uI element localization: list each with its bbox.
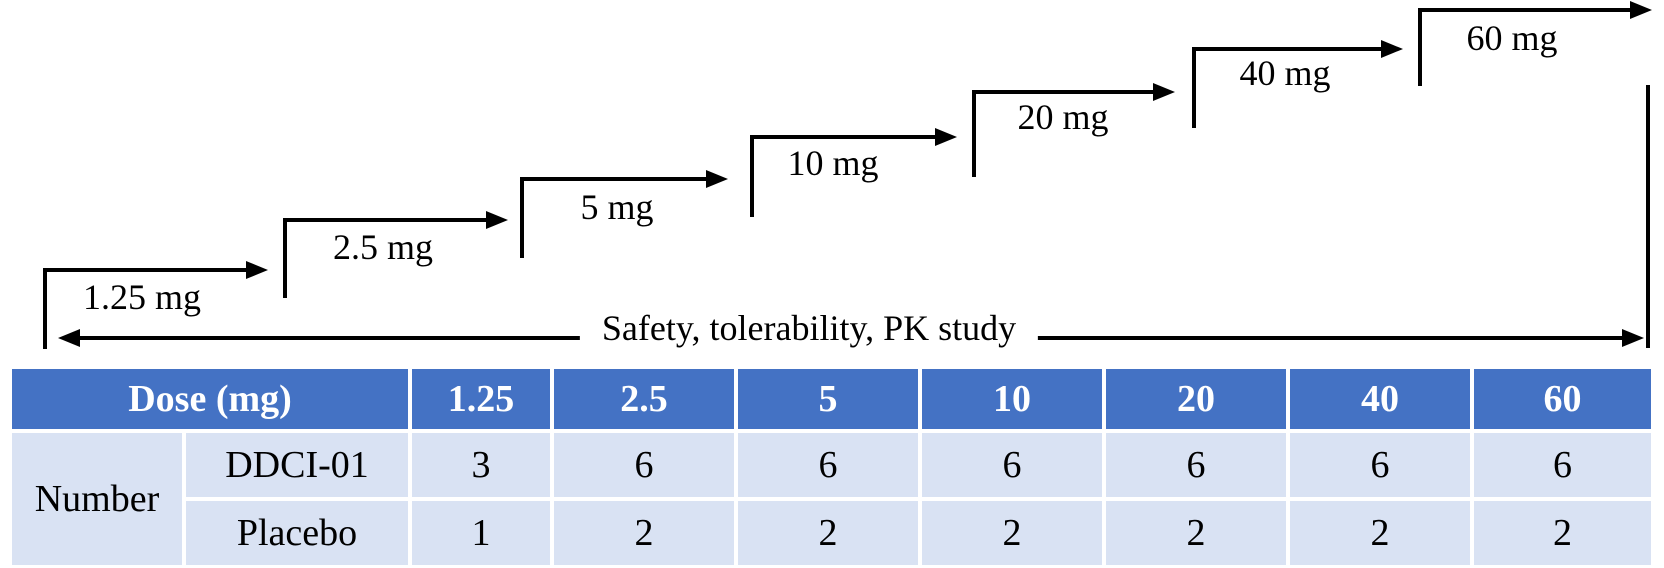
step-arrowhead-right-icon xyxy=(1381,40,1403,58)
dose-column-header: 10 xyxy=(922,369,1102,429)
step-arrowhead-right-icon xyxy=(706,170,728,188)
dose-step-label: 10 mg xyxy=(787,143,879,183)
dose-step-label: 1.25 mg xyxy=(82,277,202,317)
step-arrowhead-right-icon xyxy=(935,128,957,146)
dose-step-label: 60 mg xyxy=(1466,18,1558,58)
step-arrowhead-right-icon xyxy=(486,211,508,229)
step-vertical-line xyxy=(1418,8,1422,86)
value-cell: 6 xyxy=(922,433,1102,497)
value-cell: 2 xyxy=(1106,501,1286,565)
right-connector-line xyxy=(1646,85,1650,348)
value-cell: 6 xyxy=(1474,433,1651,497)
step-vertical-line xyxy=(283,218,287,298)
dose-column-header: 40 xyxy=(1290,369,1470,429)
value-cell: 2 xyxy=(738,501,918,565)
dose-column-header: 5 xyxy=(738,369,918,429)
value-cell: 6 xyxy=(1106,433,1286,497)
value-cell: 2 xyxy=(922,501,1102,565)
step-vertical-line xyxy=(750,135,754,217)
dose-column-header: 2.5 xyxy=(554,369,734,429)
dose-step-label: 2.5 mg xyxy=(332,227,434,267)
table-header-row: Dose (mg) 1.25 2.5 5 10 20 40 60 xyxy=(12,369,1651,429)
dose-step-label: 5 mg xyxy=(580,187,654,227)
step-arrowhead-right-icon xyxy=(1630,1,1652,19)
dose-header-cell: Dose (mg) xyxy=(12,369,408,429)
safety-span-label: Safety, tolerability, PK study xyxy=(579,306,1039,350)
step-horizontal-line xyxy=(283,218,488,222)
step-horizontal-line xyxy=(1192,47,1383,51)
table-row-ddci01: Number DDCI-01 3 6 6 6 6 6 6 xyxy=(12,433,1651,565)
step-arrowhead-right-icon xyxy=(246,261,268,279)
dose-column-header: 20 xyxy=(1106,369,1286,429)
value-cell: 6 xyxy=(1290,433,1470,497)
dose-column-header: 1.25 xyxy=(412,369,550,429)
step-horizontal-line xyxy=(1418,8,1632,12)
value-cell: 6 xyxy=(738,433,918,497)
row-label-cell: DDCI-01 xyxy=(186,433,408,497)
value-cell: 2 xyxy=(554,501,734,565)
value-cell: 2 xyxy=(1290,501,1470,565)
step-vertical-line xyxy=(520,177,524,258)
dose-step-label: 20 mg xyxy=(1017,97,1109,137)
value-cell: 3 xyxy=(412,433,550,497)
step-horizontal-line xyxy=(43,268,248,272)
step-arrowhead-right-icon xyxy=(1153,83,1175,101)
row-group-label-cell: Number xyxy=(12,433,182,565)
step-vertical-line xyxy=(972,90,976,177)
value-cell: 2 xyxy=(1474,501,1651,565)
value-cell: 1 xyxy=(412,501,550,565)
step-vertical-line xyxy=(1192,47,1196,128)
dose-table: Dose (mg) 1.25 2.5 5 10 20 40 60 Number … xyxy=(8,365,1655,568)
step-horizontal-line xyxy=(750,135,937,139)
dose-column-header: 60 xyxy=(1474,369,1651,429)
table-row-placebo: Placebo 1 2 2 2 2 2 2 xyxy=(12,501,1651,565)
arrowhead-right-icon xyxy=(1622,329,1644,347)
value-cell: 6 xyxy=(554,433,734,497)
arrowhead-left-icon xyxy=(58,329,80,347)
step-horizontal-line xyxy=(520,177,708,181)
dose-step-label: 40 mg xyxy=(1239,53,1331,93)
row-label-cell: Placebo xyxy=(186,501,408,565)
step-vertical-line xyxy=(43,268,47,349)
step-horizontal-line xyxy=(972,90,1155,94)
